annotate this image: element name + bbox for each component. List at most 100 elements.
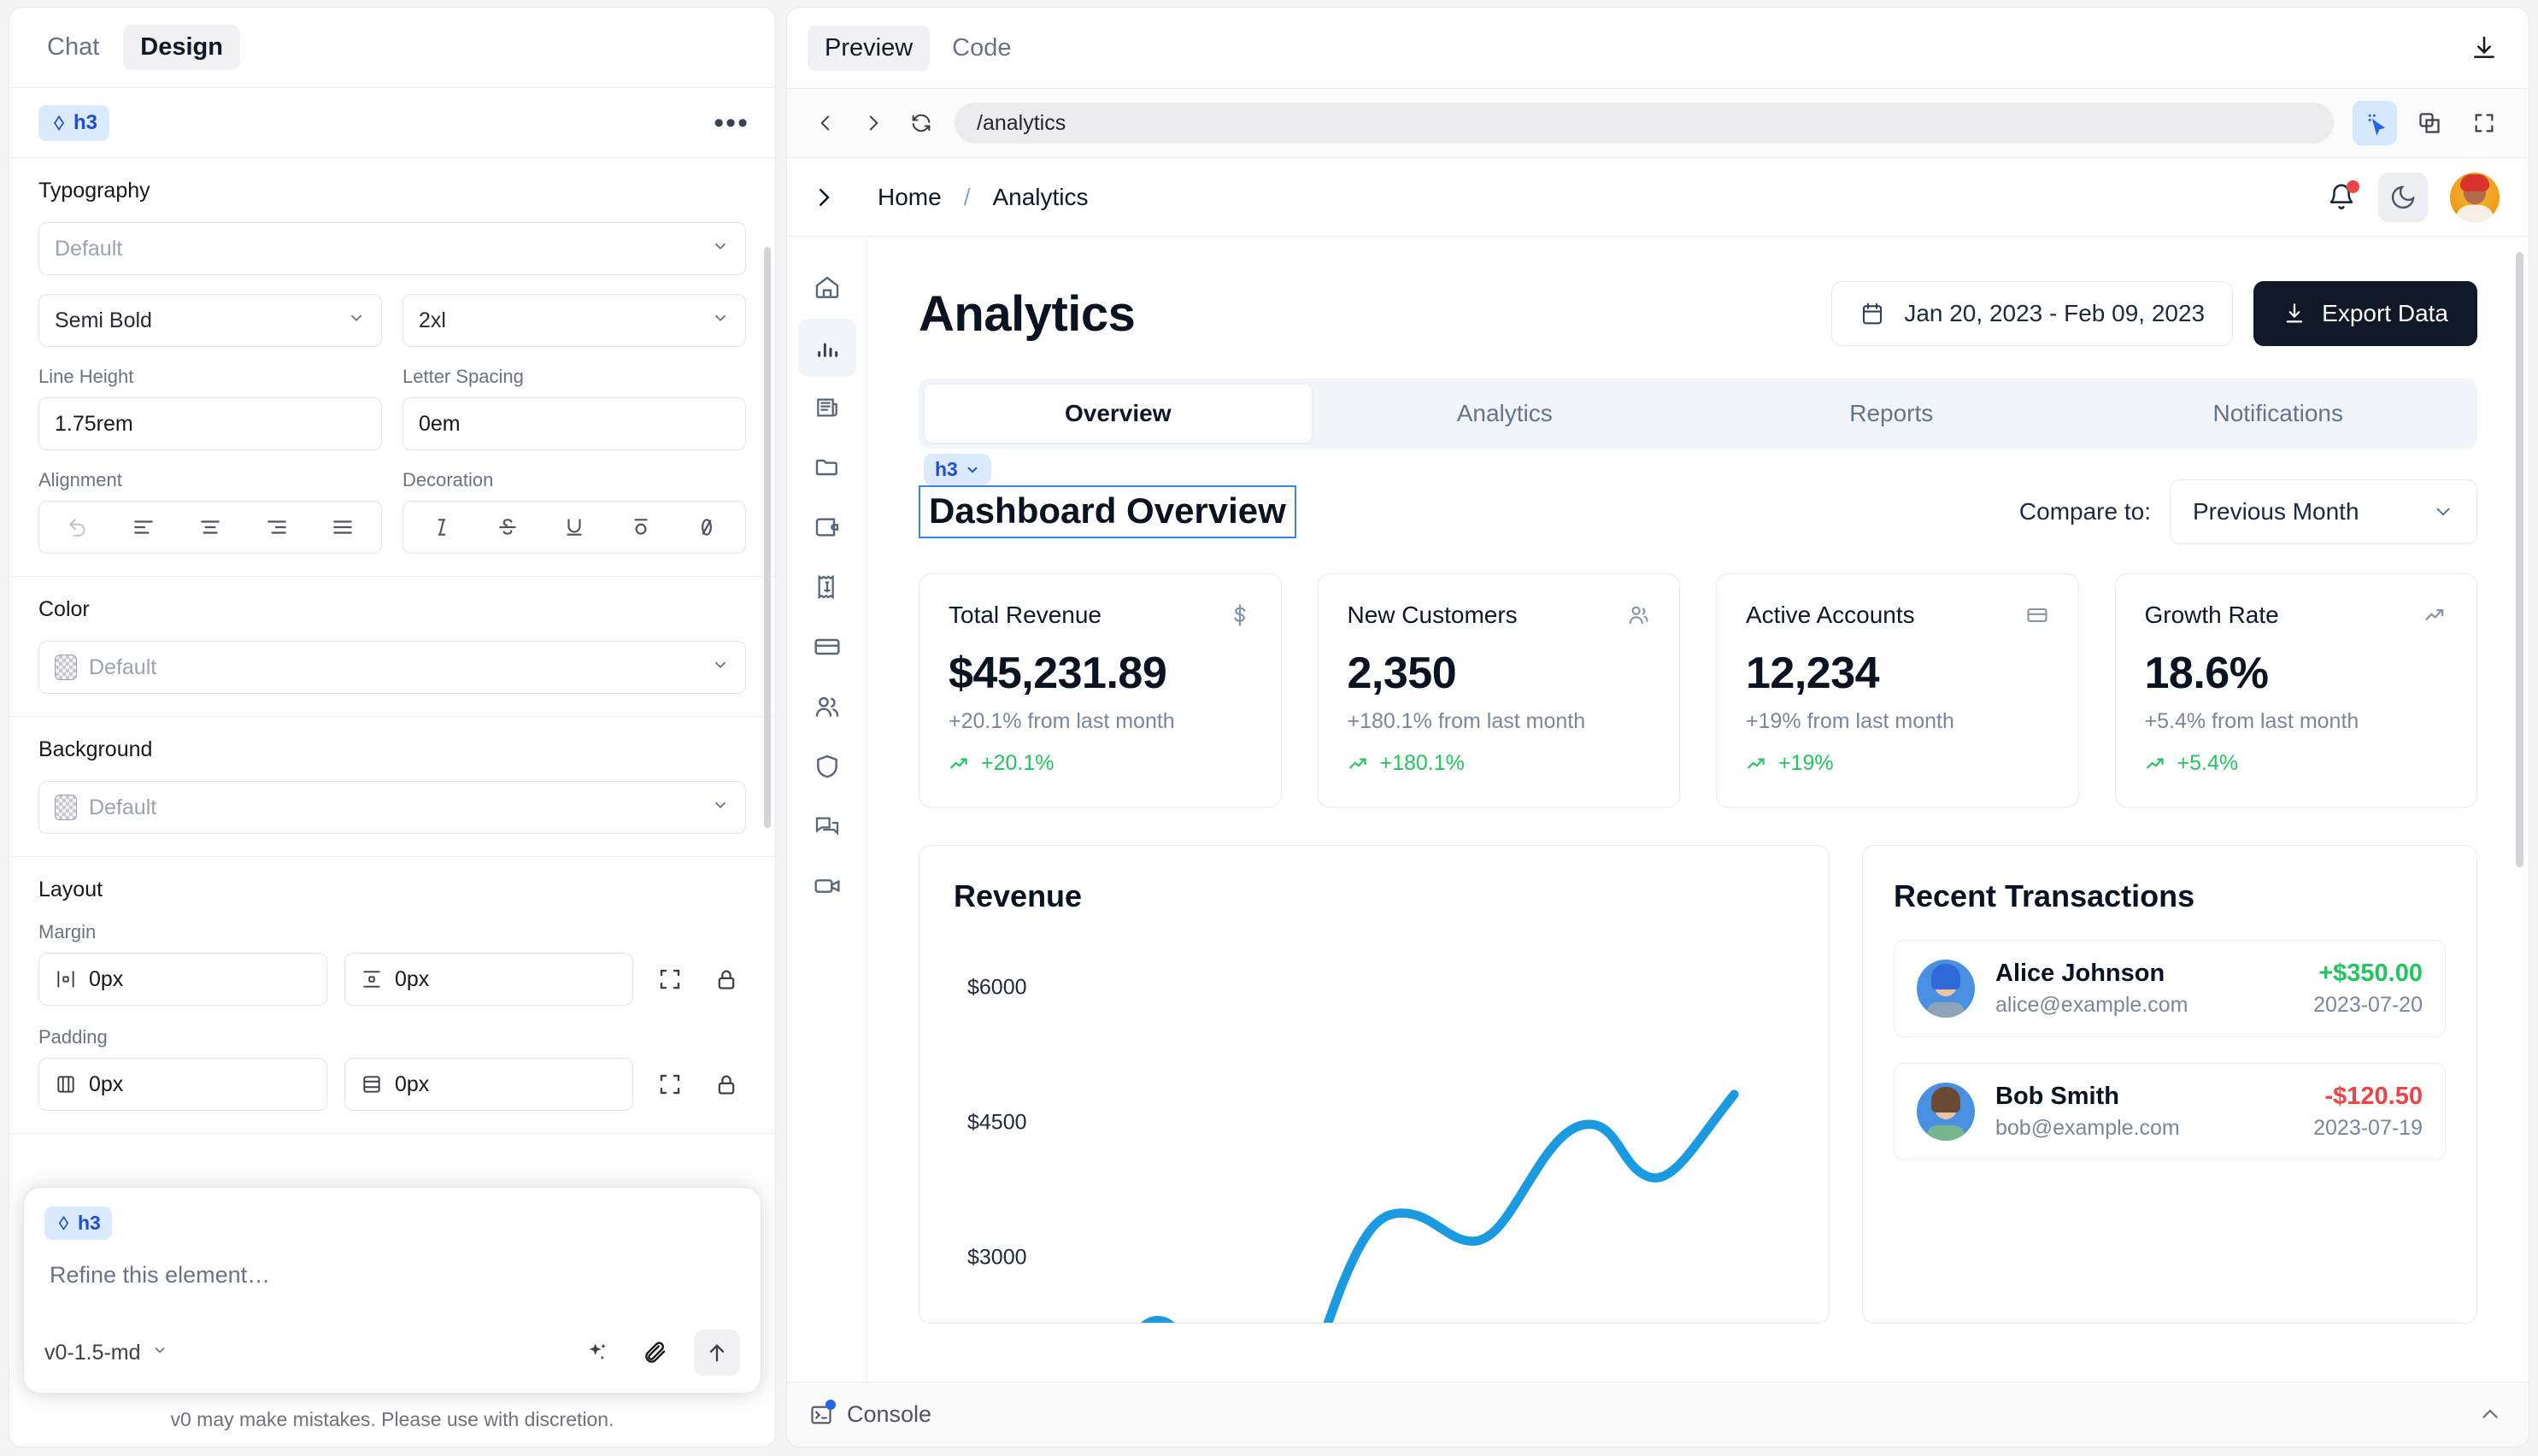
alignment-label: Alignment (38, 469, 122, 490)
tab-reports[interactable]: Reports (1849, 400, 1934, 426)
composer-input[interactable]: Refine this element… (50, 1262, 271, 1288)
attach-file-icon[interactable] (636, 1333, 675, 1372)
breadcrumb-analytics[interactable]: Analytics (992, 183, 1089, 210)
sidebar-item-shield[interactable] (798, 737, 856, 796)
date-range-picker[interactable]: Jan 20, 2023 - Feb 09, 2023 (1831, 281, 2234, 346)
compare-to-select[interactable]: Previous Month (2170, 479, 2477, 544)
element-selection-badge[interactable]: h3 (924, 454, 991, 485)
send-button[interactable] (694, 1330, 740, 1376)
refresh-icon[interactable] (907, 109, 936, 138)
letter-spacing-input[interactable]: 0em (402, 397, 746, 450)
tab-analytics[interactable]: Analytics (1456, 400, 1553, 426)
sidebar-item-video[interactable] (798, 857, 856, 915)
stat-value: $45,231.89 (949, 649, 1167, 698)
sidebar-item-credit-card[interactable] (798, 618, 856, 676)
strikethrough-icon[interactable] (490, 509, 526, 545)
export-data-button[interactable]: Export Data (2253, 281, 2477, 346)
chevron-down-icon (711, 237, 730, 261)
breadcrumb-home[interactable]: Home (878, 183, 942, 210)
fullscreen-icon[interactable] (2462, 101, 2506, 145)
align-justify-icon[interactable] (325, 509, 361, 545)
transaction-row[interactable]: Bob Smith bob@example.com -$120.50 2023-… (1894, 1063, 2446, 1160)
font-size-select[interactable]: 2xl (402, 294, 746, 347)
sidebar-item-receipt[interactable] (798, 558, 856, 616)
forward-icon[interactable] (859, 109, 888, 138)
compare-to-label: Compare to: (2018, 498, 2151, 525)
sidebar-toggle-icon[interactable] (811, 185, 837, 210)
margin-y-input[interactable]: 0px (344, 953, 633, 1006)
design-sections-scroll[interactable]: Typography Default Semi Bold (9, 158, 775, 1447)
align-left-icon[interactable] (126, 509, 162, 545)
margin-expand-icon[interactable] (650, 960, 690, 999)
preview-scrollbar[interactable] (2516, 252, 2523, 867)
tab-chat[interactable]: Chat (47, 33, 100, 61)
avatar[interactable] (2450, 172, 2500, 222)
tab-notifications[interactable]: Notifications (2212, 400, 2343, 426)
font-family-select[interactable]: Default (38, 222, 746, 275)
overline-icon[interactable] (623, 509, 659, 545)
y-tick-label: $6000 (967, 975, 1027, 1000)
theme-toggle-button[interactable] (2378, 172, 2428, 222)
sidebar-item-users[interactable] (798, 678, 856, 736)
recent-transactions-card: Recent Transactions Alice Johnson alice@ (1862, 845, 2477, 1324)
back-icon[interactable] (811, 109, 840, 138)
disclaimer-text: v0 may make mistakes. Please use with di… (170, 1408, 614, 1430)
reset-alignment-icon[interactable] (60, 509, 96, 545)
tab-design[interactable]: Design (123, 25, 240, 70)
design-panel-scrollbar[interactable] (764, 247, 771, 828)
sparkles-icon[interactable] (578, 1333, 617, 1372)
tab-overview[interactable]: Overview (925, 385, 1312, 443)
sidebar-item-wallet[interactable] (798, 498, 856, 556)
console-label[interactable]: Console (847, 1401, 932, 1427)
select-element-icon[interactable] (2353, 101, 2397, 145)
composer-element-chip[interactable]: h3 (44, 1206, 112, 1240)
padding-lock-icon[interactable] (707, 1065, 746, 1104)
margin-x-input[interactable]: 0px (38, 953, 327, 1006)
align-right-icon[interactable] (259, 509, 295, 545)
model-selector[interactable]: v0-1.5-md (44, 1341, 168, 1365)
color-select[interactable]: Default (38, 641, 746, 694)
sidebar-item-home[interactable] (798, 259, 856, 317)
bar-chart-icon (817, 343, 837, 357)
shield-icon (816, 754, 837, 778)
font-weight-select[interactable]: Semi Bold (38, 294, 382, 347)
trending-up-icon (1348, 758, 1366, 768)
padding-x-input[interactable]: 0px (38, 1058, 327, 1111)
compare-to-value: Previous Month (2193, 498, 2359, 525)
transaction-row[interactable]: Alice Johnson alice@example.com +$350.00… (1894, 940, 2446, 1037)
transaction-date: 2023-07-19 (2313, 1116, 2423, 1140)
diamond-icon (53, 114, 65, 131)
tab-code[interactable]: Code (952, 33, 1012, 62)
line-height-value: 1.75rem (55, 411, 133, 436)
background-select[interactable]: Default (38, 781, 746, 834)
section-background: Background Default (9, 717, 775, 857)
sidebar-item-newspaper[interactable] (798, 379, 856, 437)
download-icon[interactable] (2462, 26, 2506, 70)
terminal-icon (809, 1399, 836, 1427)
align-center-icon[interactable] (192, 509, 228, 545)
underline-icon[interactable] (556, 509, 592, 545)
padding-y-input[interactable]: 0px (344, 1058, 633, 1111)
notifications-button[interactable] (2327, 179, 2359, 212)
sidebar-item-messages[interactable] (798, 797, 856, 855)
chevron-up-icon[interactable] (2477, 1402, 2503, 1428)
sidebar-item-folder[interactable] (798, 438, 856, 496)
chevron-down-icon (711, 308, 730, 332)
credit-card-icon (2025, 603, 2049, 627)
transactions-title: Recent Transactions (1894, 878, 2195, 913)
dashboard-overview-heading[interactable]: Dashboard Overview (919, 484, 1296, 539)
transaction-date: 2023-07-20 (2313, 993, 2423, 1017)
italic-icon[interactable] (424, 509, 460, 545)
no-decoration-icon[interactable] (689, 509, 725, 545)
line-height-input[interactable]: 1.75rem (38, 397, 382, 450)
more-options-button[interactable]: ••• (714, 106, 749, 139)
revenue-line-path (1141, 1089, 1739, 1323)
letter-spacing-label: Letter Spacing (402, 366, 524, 387)
sidebar-item-analytics[interactable] (797, 319, 856, 377)
tab-preview[interactable]: Preview (808, 25, 931, 71)
padding-expand-icon[interactable] (650, 1065, 690, 1104)
url-input[interactable]: /analytics (955, 103, 2334, 144)
margin-lock-icon[interactable] (707, 960, 746, 999)
open-new-window-icon[interactable] (2407, 101, 2452, 145)
selected-element-chip[interactable]: h3 (38, 104, 110, 141)
